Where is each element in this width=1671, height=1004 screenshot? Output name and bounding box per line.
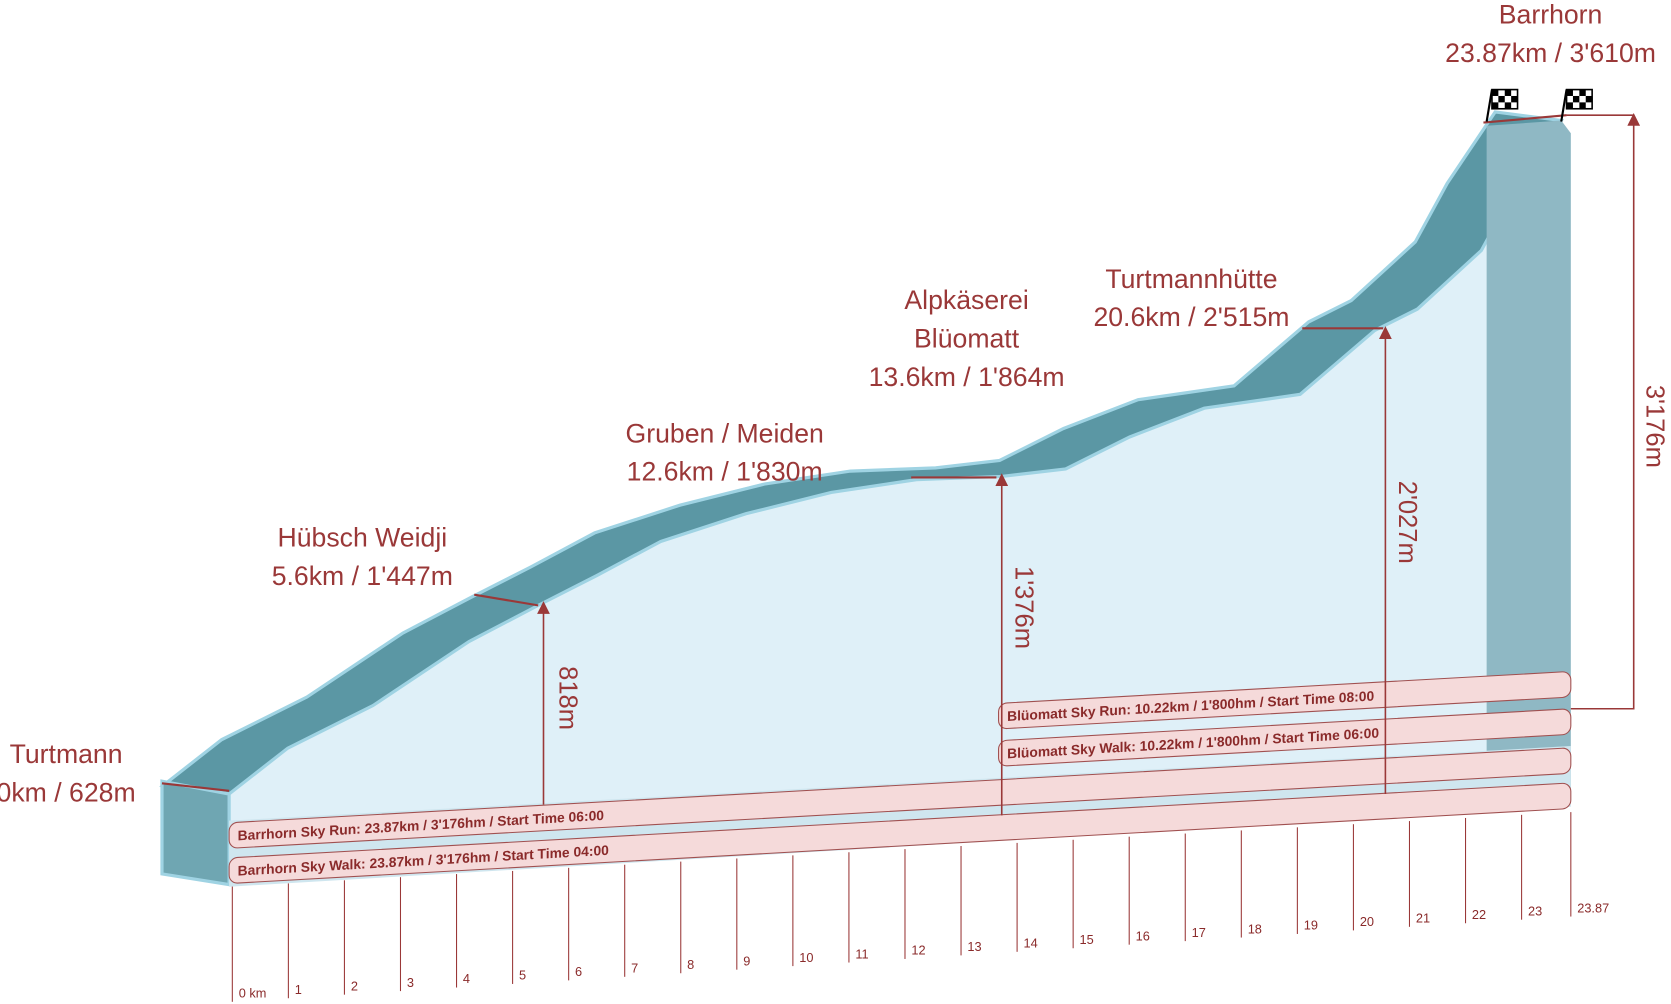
banner-bg [228,782,1572,884]
station-detail: 20.6km / 2'515m [1093,302,1289,332]
flag-check [1566,102,1573,109]
gain-label: 818m [553,666,581,730]
banner-bg [228,747,1572,849]
profile-fill [229,120,1571,832]
flag-outline [1491,88,1519,110]
km-label: 15 [1080,932,1094,947]
banner-bg [998,708,1572,767]
station-detail: 13.6km / 1'864m [869,362,1065,392]
gain-label: 2'027m [1393,481,1421,564]
km-label: 23.87 [1577,900,1609,915]
left-face [160,779,231,887]
station-marker [1483,114,1567,124]
flag-outline [1565,88,1593,110]
route-banner: Blüomatt Sky Walk: 10.22km / 1'800hm / S… [998,708,1572,767]
station-name: Alpkäserei [904,285,1028,315]
flag-check [1585,95,1593,103]
km-label: 5 [519,968,526,983]
flag-check [1504,89,1512,96]
km-label: 20 [1360,914,1374,929]
station-detail: 5.6km / 1'447m [272,561,453,591]
km-label: 22 [1472,907,1486,922]
right-face [1486,120,1571,794]
station-name: Turtmann [10,739,123,769]
km-label: 8 [687,957,694,972]
banner-bg [998,671,1572,730]
flag-check [1579,102,1586,109]
station-name: Turtmannhütte [1105,264,1277,294]
km-label: 10 [799,950,813,965]
station-marker [161,782,230,792]
km-label: 17 [1192,925,1206,940]
km-label: 13 [967,939,981,954]
flag-check [1498,95,1505,103]
station-detail: 0km / 628m [0,777,136,807]
station-name: Blüomatt [914,323,1020,353]
km-label: 7 [631,961,638,976]
flag-check [1504,102,1512,109]
flag-check [1511,95,1518,103]
station-name: Barrhorn [1499,0,1603,30]
gain-label: 1'376m [1010,566,1038,649]
km-label: 12 [911,943,925,958]
station-name: Gruben / Meiden [626,418,824,448]
km-label: 3 [407,975,414,990]
km-label: 18 [1248,921,1262,936]
flag-check [1491,89,1499,96]
km-label: 6 [575,964,582,979]
km-label: 9 [743,953,750,968]
km-label: 11 [855,946,868,961]
flag-check [1579,89,1586,96]
gain-label: 3'176m [1640,385,1668,468]
total-gain-bracket [1570,113,1641,710]
km-label: 19 [1304,918,1318,933]
station-marker [474,593,539,607]
flag-pole [1560,89,1568,122]
station-detail: 12.6km / 1'830m [627,457,823,487]
km-label: 16 [1136,928,1150,943]
km-label: 2 [351,978,358,993]
station-name: Hübsch Weidji [277,523,447,553]
km-label: 1 [295,982,302,997]
km-label: 14 [1023,936,1037,951]
flag-check [1572,95,1580,103]
flag-check [1491,102,1499,109]
km-label: 4 [463,971,470,986]
km-label: 21 [1416,911,1430,926]
flag-check [1566,89,1573,96]
station-detail: 23.87km / 3'610m [1445,38,1656,68]
km-label: 0 km [239,986,267,1001]
flag-pole [1485,89,1494,122]
km-label: 23 [1528,903,1542,918]
